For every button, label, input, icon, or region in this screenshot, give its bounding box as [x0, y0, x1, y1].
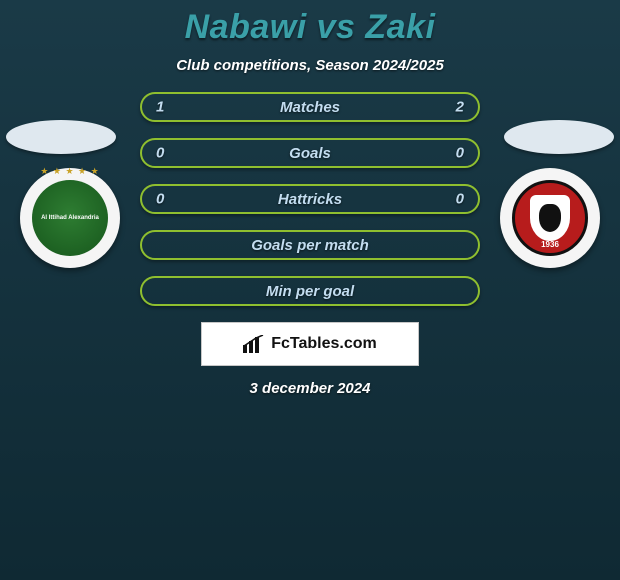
brand-text: FcTables.com [271, 335, 377, 353]
bars-icon [243, 335, 265, 353]
stat-right-value: 2 [456, 99, 464, 116]
stat-label: Goals per match [251, 237, 369, 254]
stat-right-value: 0 [456, 191, 464, 208]
stat-label: Goals [289, 145, 331, 162]
stats-rows: 1 Matches 2 0 Goals 0 0 Hattricks 0 Goal… [0, 92, 620, 306]
stat-left-value: 1 [156, 99, 164, 116]
stat-row-goals-per-match: Goals per match [140, 230, 480, 260]
stat-row-hattricks: 0 Hattricks 0 [140, 184, 480, 214]
stat-label: Min per goal [266, 283, 354, 300]
brand-box: FcTables.com [201, 322, 419, 366]
stat-label: Matches [280, 99, 340, 116]
stat-left-value: 0 [156, 145, 164, 162]
stat-row-goals: 0 Goals 0 [140, 138, 480, 168]
subtitle: Club competitions, Season 2024/2025 [0, 57, 620, 74]
stat-right-value: 0 [456, 145, 464, 162]
date-text: 3 december 2024 [0, 380, 620, 397]
stat-left-value: 0 [156, 191, 164, 208]
stat-label: Hattricks [278, 191, 342, 208]
comparison-card: Nabawi vs Zaki Club competitions, Season… [0, 0, 620, 580]
stat-row-min-per-goal: Min per goal [140, 276, 480, 306]
page-title: Nabawi vs Zaki [0, 8, 620, 47]
stat-row-matches: 1 Matches 2 [140, 92, 480, 122]
